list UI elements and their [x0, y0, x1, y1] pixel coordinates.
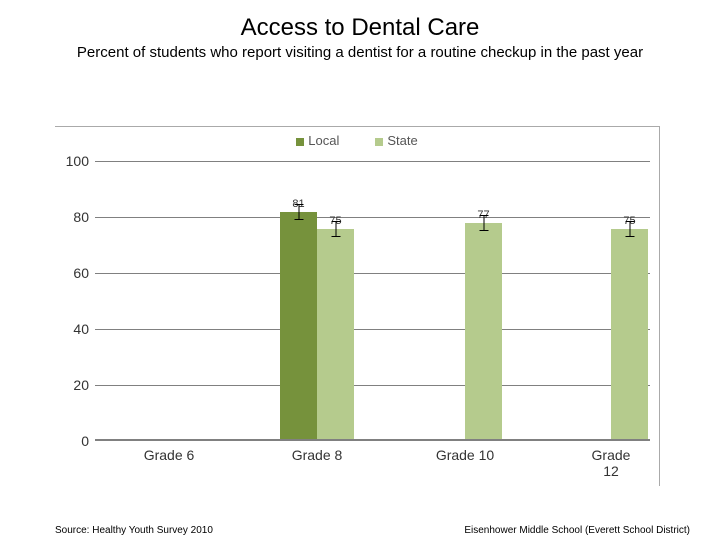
page-title: Access to Dental Care — [0, 14, 720, 42]
grid-line — [95, 273, 650, 274]
grid-line — [95, 217, 650, 218]
y-tick-label: 80 — [57, 209, 89, 225]
bar: 81 — [280, 212, 317, 439]
bar: 77 — [465, 223, 502, 439]
y-tick-label: 60 — [57, 265, 89, 281]
y-tick-label: 0 — [57, 433, 89, 449]
plot-area: 020406080100Grade 6Grade 8Grade 10Grade … — [95, 161, 650, 441]
x-tick-label: Grade 8 — [292, 447, 343, 463]
legend-item: State — [375, 133, 417, 148]
legend: Local State — [55, 133, 659, 148]
grid-line — [95, 329, 650, 330]
legend-label: State — [387, 133, 417, 148]
bar: 75 — [317, 229, 354, 439]
page-subtitle: Percent of students who report visiting … — [0, 44, 720, 63]
error-bar — [335, 221, 336, 237]
legend-swatch — [296, 138, 304, 146]
x-tick-label: Grade 12 — [592, 447, 631, 479]
x-tick-label: Grade 6 — [144, 447, 195, 463]
footer-source: Source: Healthy Youth Survey 2010 — [55, 525, 213, 536]
legend-swatch — [375, 138, 383, 146]
grid-line — [95, 385, 650, 386]
error-bar — [298, 204, 299, 220]
x-tick-label: Grade 10 — [436, 447, 494, 463]
footer-school: Eisenhower Middle School (Everett School… — [464, 525, 690, 536]
error-bar — [629, 221, 630, 237]
chart-container: LocalState 020406080100Grade 6Grade 8Gra… — [55, 126, 660, 486]
bar: 75 — [611, 229, 648, 439]
legend-label: Local — [308, 133, 339, 148]
y-tick-label: 20 — [57, 377, 89, 393]
error-bar — [483, 215, 484, 231]
y-tick-label: 100 — [57, 153, 89, 169]
legend-item: Local — [296, 133, 339, 148]
grid-line — [95, 161, 650, 162]
y-tick-label: 40 — [57, 321, 89, 337]
